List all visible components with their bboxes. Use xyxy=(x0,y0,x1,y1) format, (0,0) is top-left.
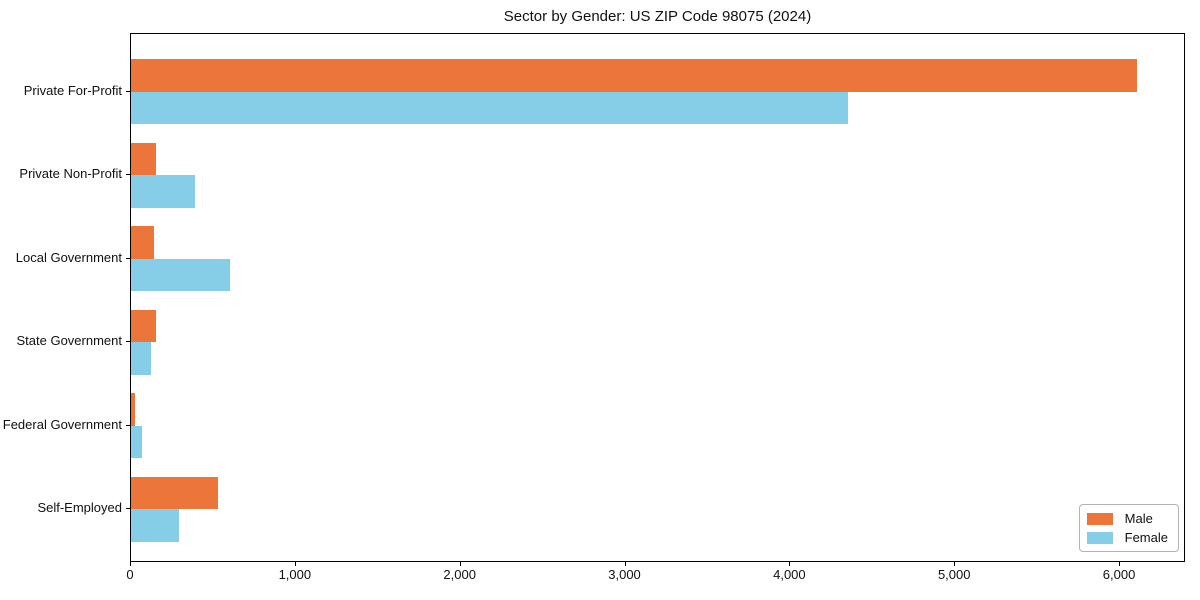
x-tick-label: 3,000 xyxy=(608,567,641,582)
x-tick-mark xyxy=(294,562,296,566)
bar-female-federal-government xyxy=(131,425,142,458)
x-tick-mark xyxy=(624,562,626,566)
y-tick-label-private-non-profit: Private Non-Profit xyxy=(19,166,122,181)
x-tick-mark xyxy=(1119,562,1121,566)
legend-label-male: Male xyxy=(1124,511,1153,526)
y-tick-label-local-government: Local Government xyxy=(15,249,122,265)
x-tick-label: 1,000 xyxy=(278,567,312,582)
bar-male-state-government xyxy=(131,309,156,342)
bar-female-private-for-profit xyxy=(131,91,849,124)
bar-male-private-for-profit xyxy=(131,59,1137,92)
plot-area: Male Female xyxy=(130,33,1185,562)
y-tick-mark xyxy=(126,90,130,92)
male-series-swatch xyxy=(1086,512,1113,525)
y-tick-mark xyxy=(126,341,130,342)
legend-label-female: Female xyxy=(1124,530,1168,545)
legend-item-female: Female xyxy=(1086,530,1168,545)
female-series-swatch xyxy=(1086,531,1113,544)
y-tick-mark xyxy=(126,508,130,509)
bar-female-private-non-profit xyxy=(131,175,195,208)
x-tick-label: 4,000 xyxy=(773,567,806,582)
bar-male-federal-government xyxy=(131,393,136,426)
bar-female-state-government xyxy=(131,342,151,375)
x-tick-label: 0 xyxy=(126,567,134,582)
y-tick-label-federal-government: Federal Government xyxy=(2,416,122,432)
legend-item-male: Male xyxy=(1086,511,1168,526)
legend: Male Female xyxy=(1078,504,1179,552)
x-tick-label: 2,000 xyxy=(443,567,476,582)
bar-male-self-employed xyxy=(131,476,219,509)
y-tick-label-private-for-profit: Private For-Profit xyxy=(23,82,122,98)
bar-male-private-non-profit xyxy=(131,142,156,175)
y-tick-mark xyxy=(126,174,130,175)
bar-male-local-government xyxy=(131,226,155,259)
y-tick-label-self-employed: Self-Employed xyxy=(37,500,122,515)
x-tick-label: 6,000 xyxy=(1102,567,1136,582)
x-tick-label: 5,000 xyxy=(937,567,971,582)
x-tick-mark xyxy=(954,562,956,566)
x-tick-mark xyxy=(130,562,131,566)
y-tick-mark xyxy=(126,424,130,426)
y-tick-label-state-government: State Government xyxy=(16,333,123,348)
y-tick-mark xyxy=(126,257,130,259)
x-tick-mark xyxy=(459,562,461,566)
x-tick-mark xyxy=(789,562,791,566)
chart-title: Sector by Gender: US ZIP Code 98075 (202… xyxy=(503,8,812,25)
bar-female-local-government xyxy=(131,258,230,291)
bar-female-self-employed xyxy=(131,509,179,542)
